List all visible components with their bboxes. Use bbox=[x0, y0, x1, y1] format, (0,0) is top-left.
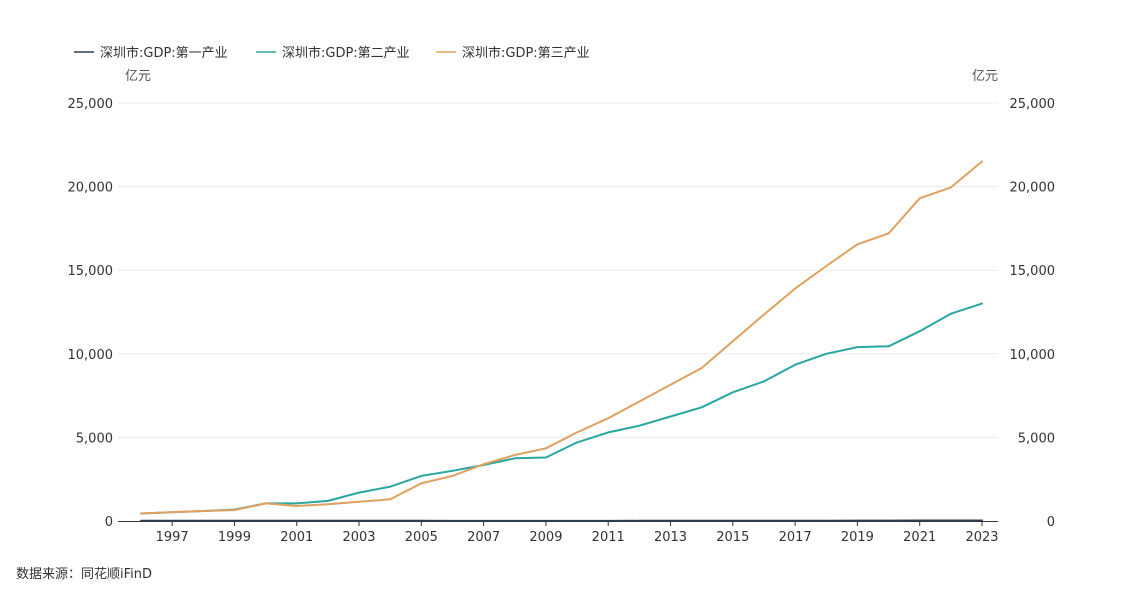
x-tick-label: 2001 bbox=[280, 530, 313, 545]
y-tick-label-left: 0 bbox=[105, 515, 113, 530]
legend-label: 深圳市:GDP:第三产业 bbox=[462, 45, 590, 61]
y-axis-unit-right: 亿元 bbox=[972, 69, 998, 84]
legend-item-2[interactable]: 深圳市:GDP:第二产业 bbox=[256, 45, 410, 61]
series-lines bbox=[140, 160, 983, 522]
x-tick-label: 2021 bbox=[903, 530, 936, 545]
x-tick-label: 2019 bbox=[841, 530, 874, 545]
legend-item-1[interactable]: 深圳市:GDP:第一产业 bbox=[74, 45, 228, 61]
y-tick-label-left: 5,000 bbox=[76, 431, 113, 446]
y-axis-right: 0 5,000 10,000 15,000 20,000 25,000 bbox=[1010, 97, 1056, 530]
x-tick-label: 2023 bbox=[965, 530, 998, 545]
x-tick-label: 2015 bbox=[716, 530, 749, 545]
y-tick-label-right: 10,000 bbox=[1010, 348, 1056, 363]
x-tick-label: 1999 bbox=[218, 530, 251, 545]
x-tick-label: 2017 bbox=[779, 530, 812, 545]
y-tick-label-right: 20,000 bbox=[1010, 181, 1056, 196]
series-line-2 bbox=[140, 302, 983, 515]
y-tick-label-right: 15,000 bbox=[1010, 264, 1056, 279]
data-source: 数据来源：同花顺iFinD bbox=[16, 567, 153, 582]
x-tick-label: 2007 bbox=[467, 530, 500, 545]
legend[interactable]: 深圳市:GDP:第一产业 深圳市:GDP:第二产业 深圳市:GDP:第三产业 bbox=[74, 45, 590, 61]
y-tick-label-left: 25,000 bbox=[68, 97, 114, 112]
y-tick-label-left: 15,000 bbox=[68, 264, 114, 279]
legend-label: 深圳市:GDP:第二产业 bbox=[282, 45, 410, 61]
y-tick-label-left: 10,000 bbox=[68, 348, 114, 363]
y-axis-unit-left: 亿元 bbox=[125, 69, 151, 84]
y-tick-label-right: 0 bbox=[1047, 515, 1055, 530]
x-tick-label: 2011 bbox=[592, 530, 625, 545]
y-tick-label-left: 20,000 bbox=[68, 181, 114, 196]
series-line-3 bbox=[140, 160, 983, 515]
grid bbox=[118, 102, 998, 438]
legend-item-3[interactable]: 深圳市:GDP:第三产业 bbox=[436, 45, 590, 61]
y-tick-label-right: 5,000 bbox=[1018, 431, 1055, 446]
x-axis: 1997 1999 2001 2003 2005 2007 2009 2011 2013 2015… bbox=[118, 521, 999, 545]
y-axis-left: 0 5,000 10,000 15,000 20,000 25,000 bbox=[68, 97, 114, 530]
legend-label: 深圳市:GDP:第一产业 bbox=[100, 45, 228, 61]
x-tick-label: 2003 bbox=[342, 530, 375, 545]
y-tick-label-right: 25,000 bbox=[1010, 97, 1056, 112]
x-tick-label: 2005 bbox=[405, 530, 438, 545]
x-tick-label: 2009 bbox=[529, 530, 562, 545]
x-tick-label: 1997 bbox=[156, 530, 189, 545]
x-tick-label: 2013 bbox=[654, 530, 687, 545]
